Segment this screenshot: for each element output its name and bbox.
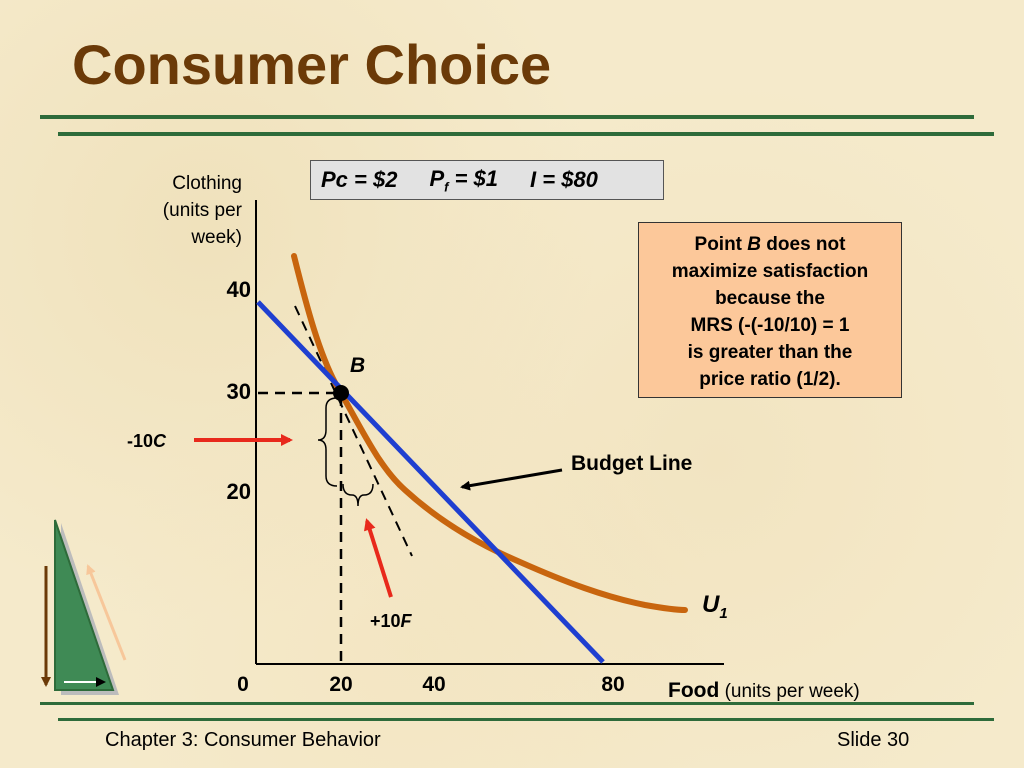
x-tick-40: 40 xyxy=(422,673,445,696)
price-food: Pf = $1 xyxy=(429,165,499,195)
price-clothing: Pc = $2 xyxy=(321,167,398,192)
title-rule-bottom xyxy=(58,132,994,136)
y-axis-label-line3: week) xyxy=(191,227,242,248)
note-line-4: MRS (-(-10/10) = 1 xyxy=(690,315,850,336)
point-b-marker xyxy=(333,385,349,401)
brace-delta-c xyxy=(317,397,338,487)
delta-f-label: +10F xyxy=(370,611,413,631)
footer-rule-top xyxy=(40,702,974,705)
budget-line xyxy=(256,300,605,664)
point-b-label: B xyxy=(350,354,365,377)
income: I = $80 xyxy=(530,167,598,192)
y-axis-label: Clothing (units per week) xyxy=(120,170,242,251)
footer-slide-number: Slide 30 xyxy=(837,729,910,751)
brace-delta-f xyxy=(342,483,374,507)
footer-rule-bottom xyxy=(58,718,994,721)
note-line-2: maximize satisfaction xyxy=(671,261,869,282)
curve-u1-label: U1 xyxy=(702,591,728,622)
delta-c-label: -10C xyxy=(127,431,167,451)
budget-line-label: Budget Line xyxy=(571,452,692,475)
x-tick-20: 20 xyxy=(329,673,352,696)
y-tick-30: 30 xyxy=(227,379,251,404)
mrs-tangent-line xyxy=(294,305,413,557)
x-tick-80: 80 xyxy=(601,673,624,696)
note-line-3: because the xyxy=(715,288,825,309)
arrow-delta-f xyxy=(363,518,393,598)
y-tick-40: 40 xyxy=(227,277,251,302)
arrow-budget-line xyxy=(460,468,563,491)
price-box: Pc = $2 Pf = $1 I = $80 xyxy=(310,160,664,200)
footer-chapter: Chapter 3: Consumer Behavior xyxy=(105,729,381,751)
note-line-1: Point B does not xyxy=(694,234,846,255)
y-axis-label-line1: Clothing xyxy=(172,173,242,194)
x-axis-label: Food (units per week) xyxy=(668,679,860,702)
indifference-curve-u1 xyxy=(291,253,688,613)
y-axis-label-line2: (units per xyxy=(162,200,242,221)
y-tick-20: 20 xyxy=(227,479,251,504)
slide-title: Consumer Choice xyxy=(72,33,552,96)
note-line-5: is greater than the xyxy=(687,342,853,363)
note-box: Point B does not maximize satisfaction b… xyxy=(638,222,902,398)
triangle-logo-icon xyxy=(41,519,127,695)
origin-label: 0 xyxy=(237,673,249,696)
note-line-6: price ratio (1/2). xyxy=(699,369,841,390)
title-rule-top xyxy=(40,115,974,119)
